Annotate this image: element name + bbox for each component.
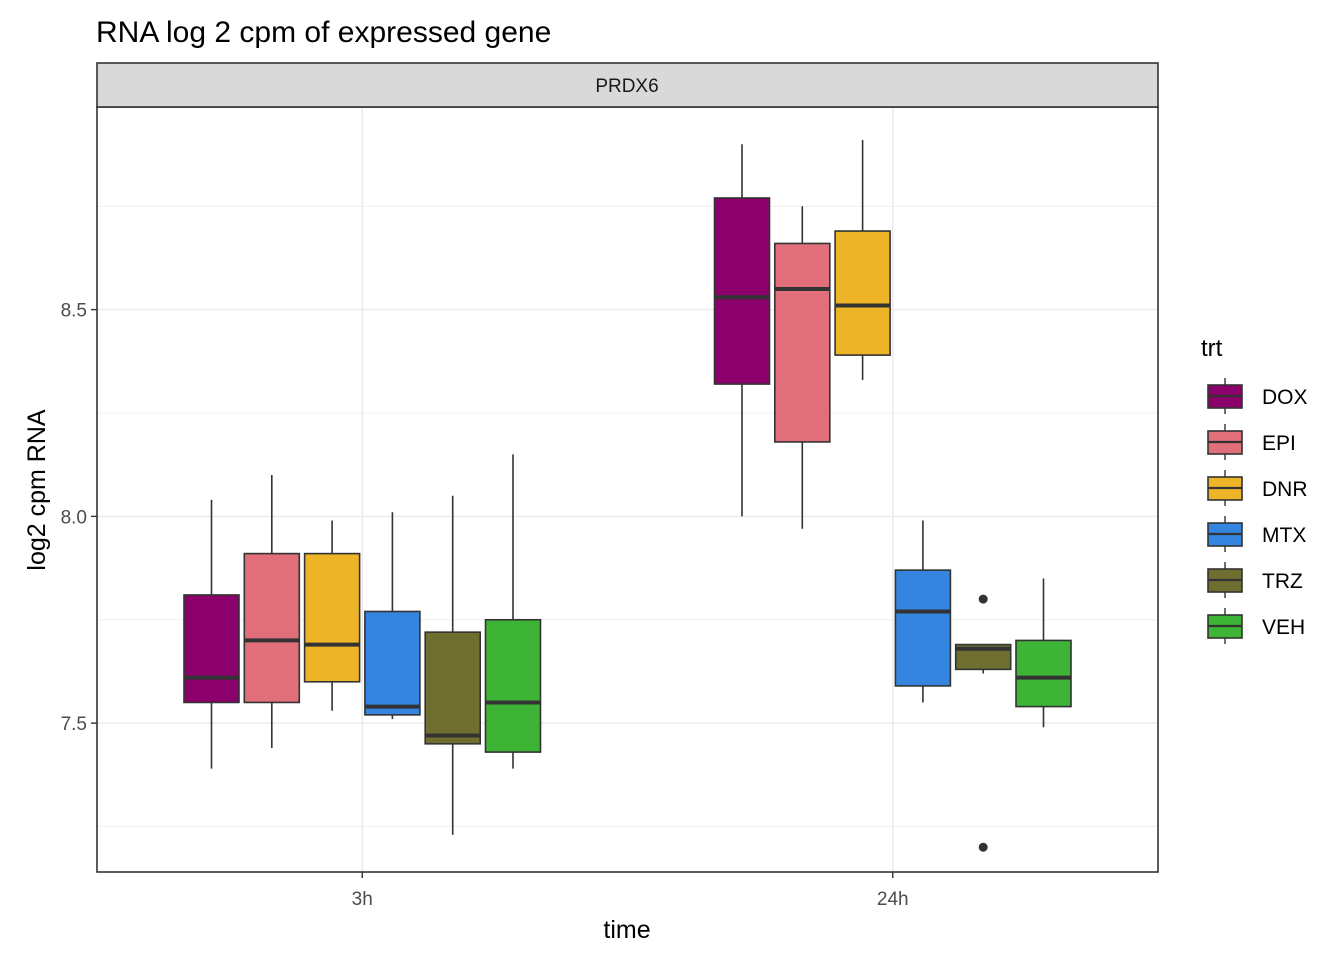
facet-strip: PRDX6 (96, 62, 1159, 108)
box-veh-24h (1015, 578, 1072, 728)
x-tick-label: 24h (877, 889, 909, 910)
box-iqr (424, 631, 482, 745)
box-iqr (713, 197, 771, 385)
y-tick-label: 8.5 (61, 301, 87, 322)
box-dox-3h (183, 499, 240, 769)
outlier-point (978, 594, 988, 604)
panel-background (97, 107, 1158, 872)
box-dnr-3h (303, 520, 361, 711)
box-iqr (834, 230, 891, 356)
chart-title: RNA log 2 cpm of expressed gene (96, 16, 551, 49)
legend-label: VEH (1262, 616, 1305, 639)
legend: trt DOX EPI DNR MTX TRZ VEH (1201, 335, 1308, 644)
box-iqr (243, 552, 301, 704)
legend-item-epi: EPI (1207, 424, 1296, 460)
legend-item-mtx: MTX (1207, 516, 1306, 552)
box-iqr (1015, 639, 1072, 708)
legend-item-veh: VEH (1207, 608, 1305, 644)
box-dnr-24h (834, 140, 891, 380)
y-axis-title: log2 cpm RNA (23, 409, 51, 570)
box-trz-3h (424, 495, 482, 835)
box-trz-24h (954, 594, 1012, 852)
plot-panel (96, 106, 1159, 873)
box-epi-3h (243, 475, 301, 748)
x-axis-title: time (603, 916, 650, 944)
box-iqr (183, 594, 240, 704)
legend-label: DOX (1262, 386, 1308, 409)
y-axis: 7.5 8.0 8.5 (61, 301, 97, 735)
legend-label: MTX (1262, 524, 1306, 547)
box-iqr (484, 618, 542, 753)
legend-label: DNR (1262, 478, 1308, 501)
box-iqr (364, 610, 421, 716)
legend-item-dox: DOX (1207, 378, 1308, 414)
box-iqr (894, 569, 952, 687)
legend-label: TRZ (1262, 570, 1303, 593)
x-axis: 3h 24h (352, 872, 909, 910)
box-iqr (303, 552, 361, 683)
box-epi-24h (773, 206, 831, 529)
y-tick-label: 7.5 (61, 714, 87, 735)
box-mtx-24h (894, 520, 952, 703)
outlier-point (978, 842, 988, 852)
box-plots (183, 140, 1072, 852)
box-mtx-3h (364, 512, 421, 719)
legend-title: trt (1201, 335, 1223, 362)
strip-background (96, 62, 1159, 108)
legend-item-trz: TRZ (1207, 562, 1303, 598)
x-tick-label: 3h (352, 889, 373, 910)
facet-label: PRDX6 (595, 76, 658, 97)
y-tick-label: 8.0 (61, 507, 87, 528)
legend-item-dnr: DNR (1207, 470, 1308, 506)
box-dox-24h (713, 144, 771, 517)
box-veh-3h (484, 454, 542, 769)
legend-label: EPI (1262, 432, 1296, 455)
box-iqr (773, 242, 831, 443)
